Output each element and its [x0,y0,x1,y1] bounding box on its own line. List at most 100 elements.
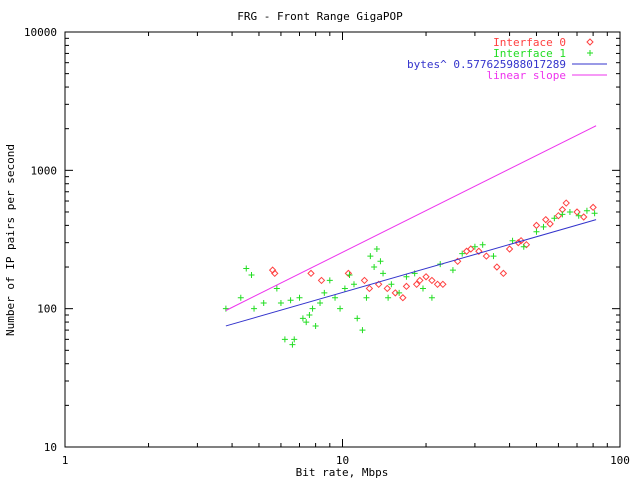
interface0-point [562,199,570,207]
interface1-point [309,305,316,312]
interface1-point [540,223,547,230]
interface0-point [412,280,421,289]
y-tick-label: 10000 [24,26,57,39]
legend-label: Interface 0 [493,36,566,49]
interface0-point [499,269,508,278]
power-fit-line [225,219,597,327]
interface1-point [533,228,540,235]
interface1-point [289,341,296,348]
interface1-point [575,212,582,219]
interface1-point [403,273,410,280]
interface0-point [360,276,369,285]
interface1-point [385,294,392,301]
interface0-point [482,252,491,260]
interface0-point [433,280,442,289]
interface0-point [344,269,353,278]
interface1-point [237,294,244,301]
interface0-point [522,240,531,249]
interface0-point [546,220,554,228]
legend-label: linear slope [487,69,566,82]
interface1-point [287,297,294,304]
interface0-point [365,284,374,293]
interface0-point [399,294,407,302]
interface1-point [419,285,426,292]
interface1-point [377,258,384,265]
legend-plus-swatch [587,50,593,56]
interface1-point [428,294,435,301]
interface0-point [439,280,447,289]
interface1-point [354,315,361,322]
interface1-point [449,267,456,274]
interface1-point [248,272,255,279]
interface1-point [303,319,310,326]
interface0-point [554,211,563,220]
interface0-point [573,208,581,216]
x-tick-label: 10 [336,454,349,467]
interface0-point [271,269,279,278]
axis-ticks [64,31,621,448]
interface1-point [296,294,303,301]
interface1-point [337,305,344,312]
interface1-point [490,253,497,260]
interface1-point [551,215,558,222]
interface1-point [591,210,598,217]
interface0-point [383,284,391,293]
interface0-point [402,282,411,291]
interface1-point [299,315,306,322]
interface1-point [260,299,267,306]
interface0-point [307,269,315,278]
interface1-point [380,270,387,277]
interface1-point [396,289,403,296]
interface1-point [281,336,288,343]
interface1-point [479,241,486,248]
y-tick-label: 100 [37,303,57,316]
x-tick-label: 1 [62,454,69,467]
interface0-point [467,245,475,253]
interface1-point [371,264,378,271]
interface0-point [317,276,326,285]
y-tick-label: 1000 [31,164,58,177]
interface1-point [321,289,328,296]
interface1-point [509,237,516,244]
interface0-point [416,276,424,285]
interface0-point [517,236,525,245]
interface0-point [493,263,501,271]
interface1-point [367,253,374,260]
interface1-point [312,322,319,329]
interface1-point [559,211,566,218]
interface1-point [222,305,229,312]
interface1-point [317,299,324,306]
interface1-point [243,265,250,272]
interface1-point [306,311,313,318]
interface1-point [363,294,370,301]
interface1-point [277,299,284,306]
interface1-point [373,245,380,252]
legend-label: bytes^ 0.577625988017289 [407,58,566,71]
interface0-point [422,273,430,281]
y-tick-label: 10 [44,441,57,454]
interface1-point [359,327,366,334]
legend-diamond-swatch [586,38,594,46]
chart-title: FRG - Front Range GigaPOP [237,10,403,23]
x-tick-label: 100 [610,454,630,467]
interface0-point [542,215,550,224]
interface0-point [532,221,541,230]
plot-frame [64,31,621,448]
interface1-point [291,336,298,343]
interface0-point [374,280,383,289]
interface1-point [341,285,348,292]
interface1-point [388,281,395,288]
interface1-point [350,281,357,288]
interface0-point [475,247,483,255]
interface1-point [273,285,280,292]
interface1-point [520,243,527,250]
interface1-point [566,208,573,215]
interface0-point [428,276,436,285]
axis-tick-labels: 1 10 100 10 100 1000 10000 [24,26,630,467]
interface0-point [580,213,588,221]
interface0-point [391,289,400,297]
interface0-point [505,245,514,253]
interface1-point [459,250,466,257]
